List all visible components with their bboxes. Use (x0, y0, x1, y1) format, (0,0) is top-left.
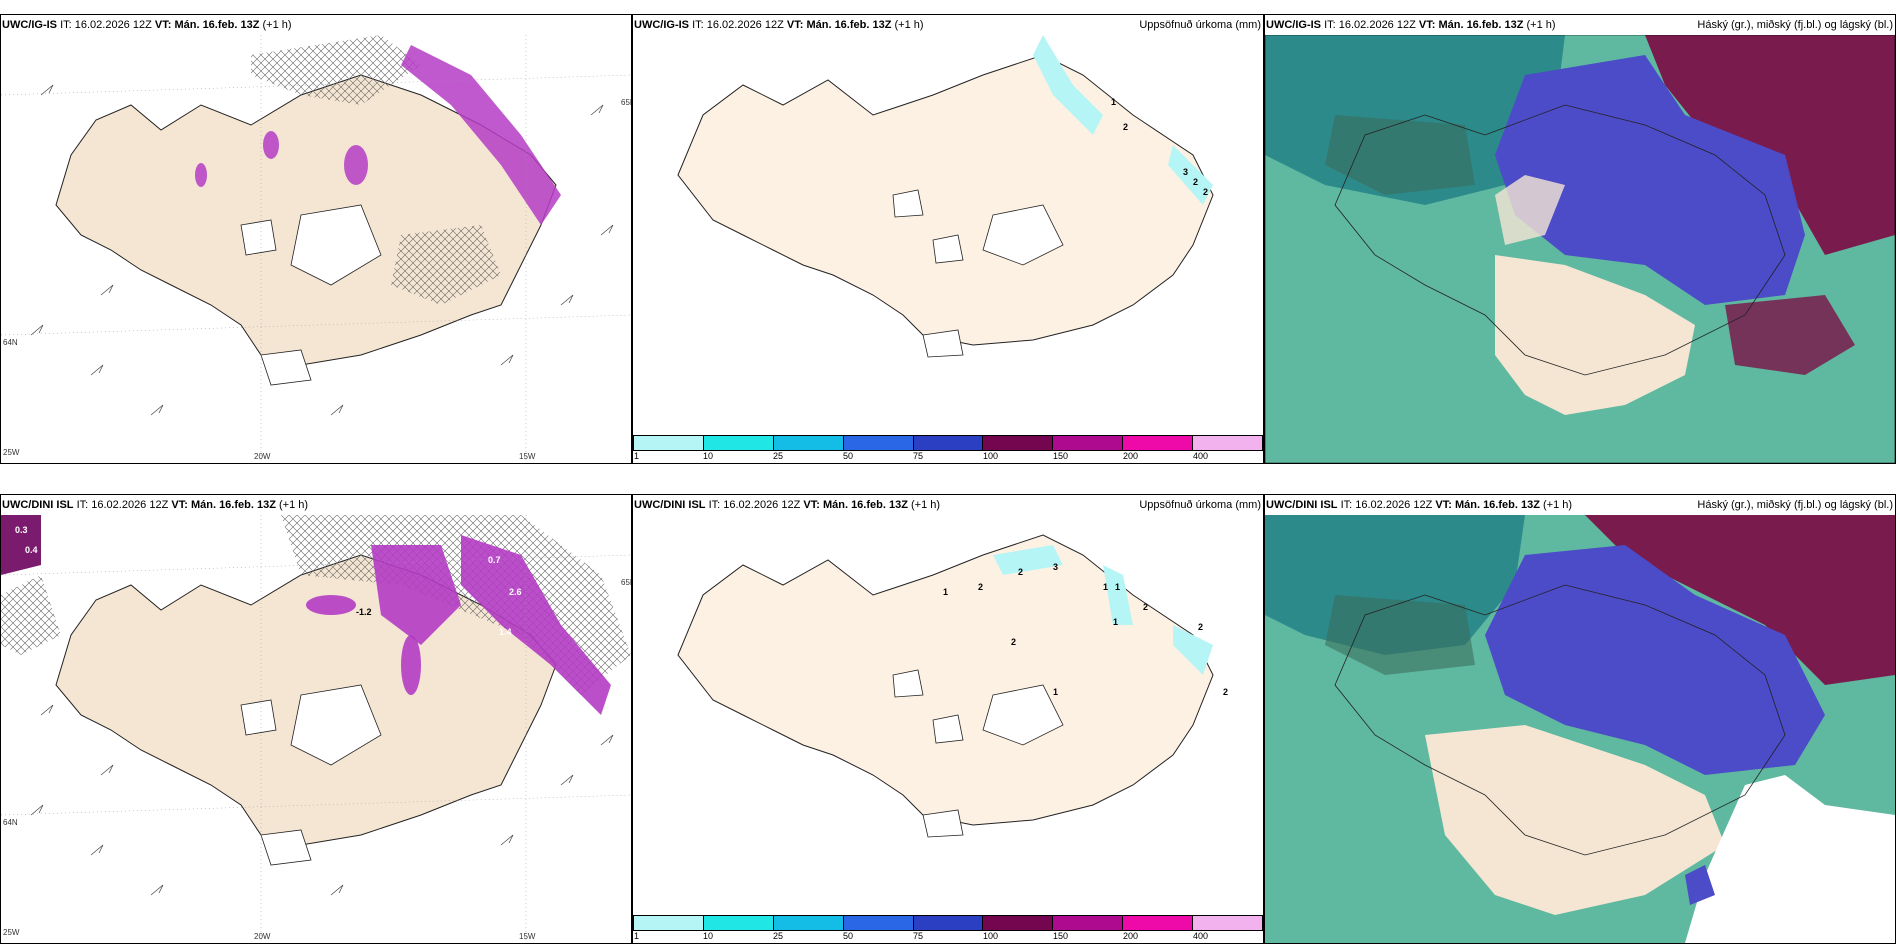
precip-value: 3 (1183, 167, 1188, 177)
temp-value: -1.2 (356, 607, 372, 617)
panel-header: UWC/IG-IS IT: 16.02.2026 12Z VT: Mán. 16… (633, 15, 1263, 35)
panel-header: UWC/DINI ISL IT: 16.02.2026 12Z VT: Mán.… (1265, 495, 1895, 515)
precip-value: 2 (1011, 637, 1016, 647)
panel-header: UWC/IG-IS IT: 16.02.2026 12Z VT: Mán. 16… (1265, 15, 1895, 35)
colorbar-cell (1193, 916, 1263, 930)
colorbar-tick: 100 (983, 931, 999, 941)
cloud-map[interactable] (1265, 515, 1895, 943)
precip-value: 2 (1223, 687, 1228, 697)
precip-value: 2 (1143, 602, 1148, 612)
precip-value: 1 (1053, 687, 1058, 697)
colorbar-cell (773, 436, 844, 450)
panel-ig-is-clouds: UWC/IG-IS IT: 16.02.2026 12Z VT: Mán. 16… (1264, 14, 1896, 464)
temp-value: 0.7 (488, 555, 501, 565)
lon-label: 15W (519, 452, 536, 461)
precip-value: 1 (1103, 582, 1108, 592)
precip-map[interactable]: 2 3 2 2 1 (633, 35, 1263, 433)
colorbar-cell (1053, 436, 1124, 450)
panel-header: UWC/DINI ISL IT: 16.02.2026 12Z VT: Mán.… (1, 495, 631, 515)
temp-value: 0.3 (15, 525, 28, 535)
colorbar-tick: 400 (1193, 451, 1209, 461)
colorbar-tick: 75 (913, 451, 924, 461)
colorbar-cell (703, 436, 774, 450)
lon-label: 25W (3, 448, 20, 457)
colorbar-tick: 150 (1053, 931, 1069, 941)
precip-value: 2 (1198, 622, 1203, 632)
precip-value: 3 (1053, 562, 1058, 572)
colorbar-cell (983, 436, 1054, 450)
colorbar-cell (843, 916, 914, 930)
precip-map[interactable]: 1 2 2 3 1 1 2 1 2 1 2 2 (633, 515, 1263, 913)
lon-label: 25W (3, 928, 20, 937)
precip-band (401, 45, 561, 225)
colorbar-cell (983, 916, 1054, 930)
lat-label: 65N (621, 578, 631, 587)
lon-label: 15W (519, 932, 536, 941)
wind-temp-map[interactable]: 0.3 0.4 -1.2 0.7 1.4 2.6 25W 20W 15W 64N… (1, 515, 631, 943)
colorbar-cell (634, 916, 704, 930)
lat-label: 64N (3, 818, 18, 827)
precip-value: 1 (1113, 617, 1118, 627)
colorbar-tick: 200 (1123, 931, 1139, 941)
precip-value: 1 (1111, 97, 1116, 107)
precip-value: 2 (1203, 187, 1208, 197)
colorbar-tick: 75 (913, 931, 924, 941)
field-label: Háský (gr.), miðský (fj.bl.) og lágský (… (1697, 499, 1893, 511)
colorbar-tick: 10 (703, 451, 714, 461)
colorbar-cell (634, 436, 704, 450)
colorbar-tick: 100 (983, 451, 999, 461)
colorbar-cell (1123, 436, 1194, 450)
colorbar-cell (773, 916, 844, 930)
lat-label: 65N (621, 98, 631, 107)
panel-dini-clouds: UWC/DINI ISL IT: 16.02.2026 12Z VT: Mán.… (1264, 494, 1896, 944)
precip-value: 2 (1193, 177, 1198, 187)
precip-value: 2 (1018, 567, 1023, 577)
precip-value: 1 (1115, 582, 1120, 592)
colorbar-cell (913, 436, 984, 450)
colorbar-tick: 1 (634, 931, 640, 941)
wind-temp-map[interactable]: 25W 20W 15W 64N 65N (1, 35, 631, 463)
colorbar-cell (913, 916, 984, 930)
lat-label: 64N (3, 338, 18, 347)
precip-colorbar: 1 10 25 50 75 100 150 200 400 (633, 433, 1263, 463)
cloud-map[interactable] (1265, 35, 1895, 463)
panel-ig-is-precip: UWC/IG-IS IT: 16.02.2026 12Z VT: Mán. 16… (632, 14, 1264, 464)
colorbar-tick: 400 (1193, 931, 1209, 941)
panel-header: UWC/DINI ISL IT: 16.02.2026 12Z VT: Mán.… (633, 495, 1263, 515)
panel-header: UWC/IG-IS IT: 16.02.2026 12Z VT: Mán. 16… (1, 15, 631, 35)
colorbar-tick: 25 (773, 931, 784, 941)
colorbar-cell (1053, 916, 1124, 930)
colorbar-cell (1193, 436, 1263, 450)
colorbar-tick: 25 (773, 451, 784, 461)
colorbar-cell (1123, 916, 1194, 930)
precip-value: 1 (943, 587, 948, 597)
temp-value: 2.6 (509, 587, 522, 597)
colorbar-cell (703, 916, 774, 930)
field-label: Uppsöfnuð úrkoma (mm) (1139, 19, 1261, 31)
temp-value: 1.4 (499, 627, 512, 637)
colorbar-cell (843, 436, 914, 450)
field-label: Háský (gr.), miðský (fj.bl.) og lágský (… (1697, 19, 1893, 31)
colorbar-tick: 50 (843, 451, 854, 461)
colorbar-tick: 200 (1123, 451, 1139, 461)
panel-ig-is-wind: UWC/IG-IS IT: 16.02.2026 12Z VT: Mán. 16… (0, 14, 632, 464)
lon-label: 20W (254, 452, 271, 461)
field-label: Uppsöfnuð úrkoma (mm) (1139, 499, 1261, 511)
precip-colorbar: 1 10 25 50 75 100 150 200 400 (633, 913, 1263, 943)
precip-value: 2 (978, 582, 983, 592)
panel-dini-wind: UWC/DINI ISL IT: 16.02.2026 12Z VT: Mán.… (0, 494, 632, 944)
colorbar-tick: 1 (634, 451, 640, 461)
colorbar-tick: 10 (703, 931, 714, 941)
temp-value: 0.4 (25, 545, 38, 555)
precip-value: 2 (1123, 122, 1128, 132)
colorbar-tick: 150 (1053, 451, 1069, 461)
colorbar-tick: 50 (843, 931, 854, 941)
panel-dini-precip: UWC/DINI ISL IT: 16.02.2026 12Z VT: Mán.… (632, 494, 1264, 944)
lon-label: 20W (254, 932, 271, 941)
